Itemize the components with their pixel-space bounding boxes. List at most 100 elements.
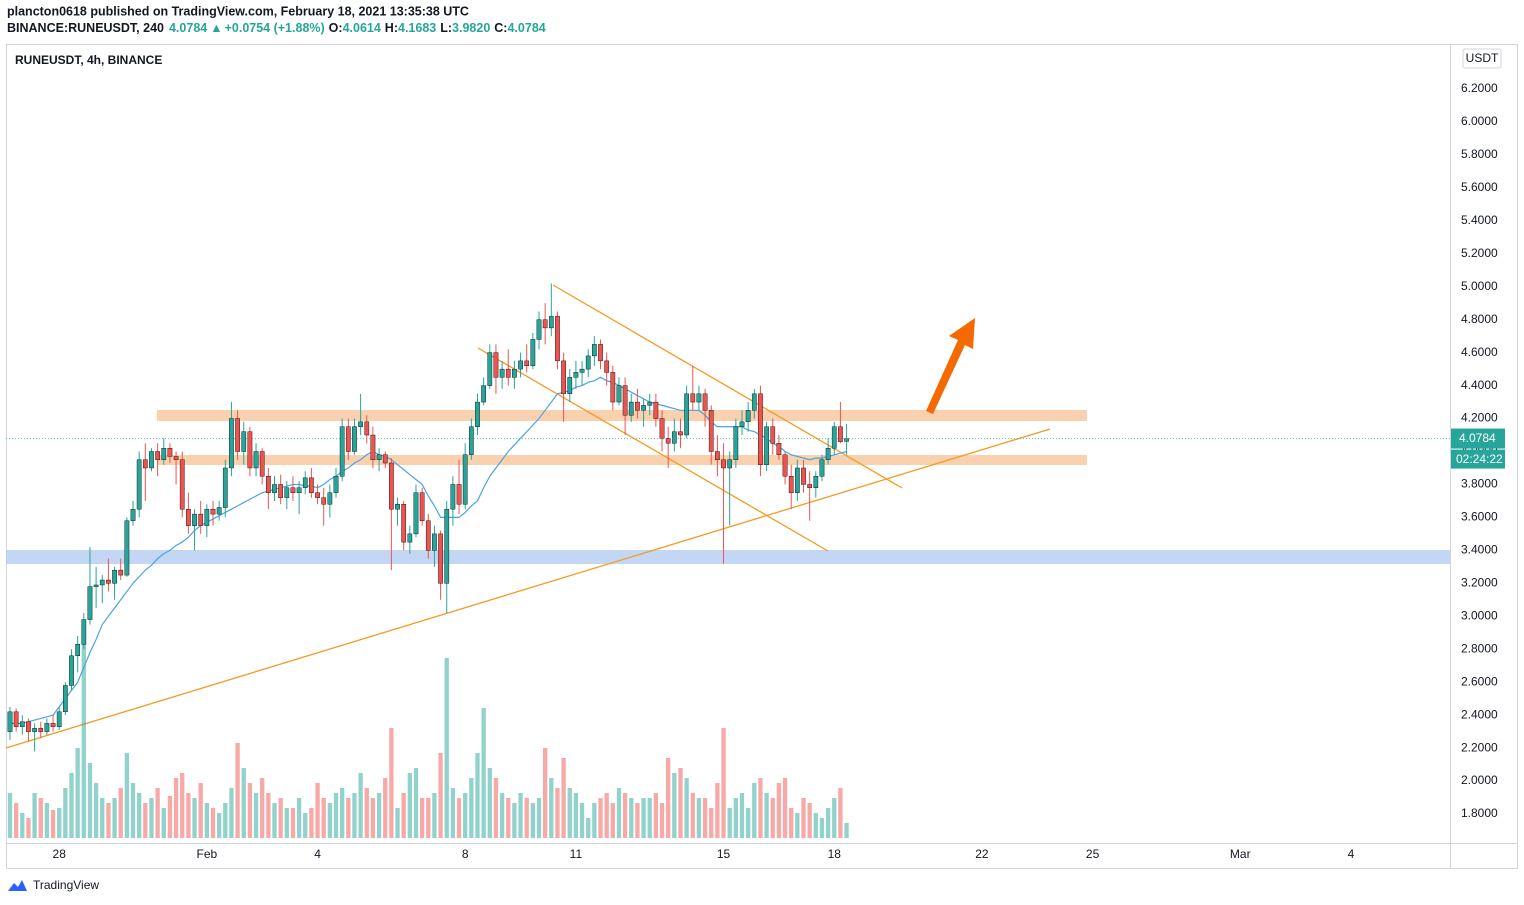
volume-bar <box>709 808 714 838</box>
candle-body <box>628 401 634 416</box>
volume-bar <box>604 793 609 838</box>
volume-bar <box>210 808 216 838</box>
y-tick-label: 3.6000 <box>1461 510 1498 524</box>
volume-bar <box>167 796 173 838</box>
candle-body <box>838 426 843 442</box>
candle-body <box>222 467 228 508</box>
candle-body <box>647 401 653 406</box>
candle-body <box>616 385 622 403</box>
candle-body <box>272 484 277 493</box>
candle-body <box>75 644 81 657</box>
moving-average <box>9 376 847 724</box>
channel-lower <box>477 347 829 552</box>
arrow: ▲ <box>210 21 222 35</box>
volume-bar <box>413 768 419 838</box>
candle-body <box>801 467 806 485</box>
candle-body <box>315 492 320 498</box>
y-tick-label: 3.4000 <box>1461 543 1498 557</box>
volume-bar <box>807 803 812 838</box>
volume-bar <box>506 798 511 838</box>
candle-body <box>653 401 659 419</box>
last-price-tag <box>1451 428 1505 449</box>
candle-body <box>167 448 173 457</box>
volume-bar <box>229 788 234 838</box>
candle-body <box>155 451 160 460</box>
ohlc-label: L: <box>440 21 452 35</box>
chart-frame <box>6 44 1518 869</box>
x-tick-label: 11 <box>570 847 583 861</box>
candle-body <box>278 484 284 498</box>
y-tick-label: 4.4000 <box>1461 378 1498 392</box>
candle-body <box>327 492 333 505</box>
candle-body <box>161 448 167 460</box>
candle-body <box>770 426 776 444</box>
candle-body <box>99 579 105 586</box>
resistance-zone <box>157 410 1087 421</box>
volume-bar <box>173 778 179 838</box>
candle-body <box>555 316 560 362</box>
x-tick-label: 22 <box>975 847 989 861</box>
candle-body <box>696 393 702 403</box>
volume-bar <box>752 783 757 838</box>
volume-bar <box>100 798 105 838</box>
volume-bar <box>733 798 738 838</box>
volume-bar <box>592 803 597 838</box>
x-tick-label: Mar <box>1230 847 1251 861</box>
volume-bar <box>290 808 296 838</box>
volume-bar <box>395 808 400 838</box>
candle-body <box>530 339 536 367</box>
ohlc-label: O: <box>329 21 343 35</box>
candle-body <box>444 508 450 584</box>
volume-bar <box>598 798 603 838</box>
volume-bar <box>13 803 19 838</box>
candle-body <box>813 476 819 488</box>
candle-body <box>456 484 462 505</box>
countdown-tag <box>1451 449 1505 469</box>
candle-body <box>26 721 31 732</box>
volume-bar <box>776 783 782 838</box>
candle-body <box>702 393 708 411</box>
volume-bar <box>696 798 702 838</box>
last: 4.0784 <box>169 21 207 35</box>
candle-body <box>721 459 726 469</box>
y-tick-label: 2.0000 <box>1461 773 1498 787</box>
volume-bar <box>678 768 683 838</box>
candle-body <box>142 459 148 469</box>
publisher-line: plancton0618 published on TradingView.co… <box>7 4 469 18</box>
volume-bar <box>253 793 259 838</box>
volume-bar <box>549 778 554 838</box>
volume-bar <box>672 773 677 838</box>
candle-body <box>610 372 616 403</box>
candle-body <box>241 431 247 452</box>
candle-body <box>592 344 597 357</box>
volume-bar <box>782 778 788 838</box>
candle-body <box>548 316 554 329</box>
y-tick-label: 4.8000 <box>1461 312 1498 326</box>
candle-body <box>302 477 308 488</box>
volume-bar <box>87 763 93 838</box>
ohlc-value: 4.0614 <box>343 21 381 35</box>
volume-bar <box>315 783 320 838</box>
volume-bar <box>499 793 505 838</box>
y-tick-label: 2.4000 <box>1461 707 1498 721</box>
volume-bar <box>456 798 462 838</box>
y-tick-label: 4.2000 <box>1461 411 1498 425</box>
tv-logo <box>8 880 27 891</box>
candle-body <box>210 508 216 515</box>
candle-body <box>407 533 413 543</box>
channel-upper <box>552 284 903 489</box>
volume-bar <box>20 813 25 838</box>
volume-bar <box>340 788 345 838</box>
volume-bar <box>296 798 302 838</box>
candle-body <box>382 454 388 464</box>
demand-zone <box>6 550 1450 564</box>
symbol: BINANCE:RUNEUSDT, 240 <box>7 21 164 35</box>
volume-bar <box>235 743 240 838</box>
candle-body <box>216 507 222 515</box>
volume-bar <box>358 773 363 838</box>
volume-bar <box>81 638 86 838</box>
volume-bar <box>616 788 622 838</box>
volume-bar <box>838 788 843 838</box>
logo-icon <box>8 880 27 891</box>
candle-body <box>462 454 468 505</box>
